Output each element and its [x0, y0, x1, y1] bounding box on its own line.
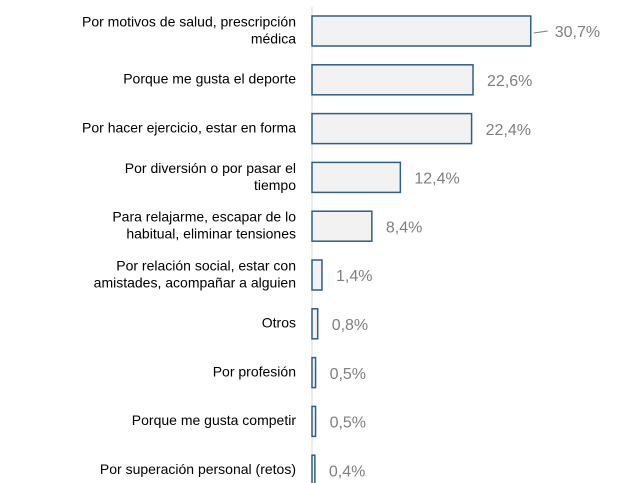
value-label: 8,4% [386, 219, 422, 236]
bar [311, 405, 317, 438]
value-label: 0,5% [330, 415, 366, 432]
bar [311, 308, 319, 340]
bar [311, 64, 474, 96]
bar [311, 15, 532, 47]
category-label: Para relajarme, escapar de lo habitual, e… [112, 208, 296, 241]
value-label: 0,5% [330, 366, 366, 383]
category-label: Por profesión [213, 363, 296, 379]
value-label: 12,4% [414, 171, 459, 188]
bar [311, 210, 373, 242]
category-label: Porque me gusta el deporte [123, 71, 296, 87]
value-label: 22,4% [486, 122, 531, 139]
value-label: 22,6% [487, 73, 532, 90]
category-label: Por hacer ejercicio, estar en forma [82, 119, 296, 135]
bar [311, 454, 316, 483]
value-label: 0,4% [329, 463, 365, 480]
value-label: 30,7% [555, 24, 600, 41]
bar [311, 112, 473, 145]
category-label: Porque me gusta competir [132, 412, 297, 428]
value-label: 0,8% [332, 317, 368, 334]
category-label: Por superación personal (retos) [100, 461, 296, 477]
category-label: Otros [262, 315, 296, 331]
category-label: Por motivos de salud, prescripción médica [82, 13, 296, 46]
bar [311, 161, 402, 194]
leader-line [533, 30, 548, 34]
category-label: Por diversión o por pasar el tiempo [125, 160, 296, 193]
category-label: Por relación social, estar con amistades,… [94, 257, 296, 290]
value-label: 1,4% [336, 268, 372, 285]
bar [311, 356, 317, 389]
bar [311, 259, 323, 291]
